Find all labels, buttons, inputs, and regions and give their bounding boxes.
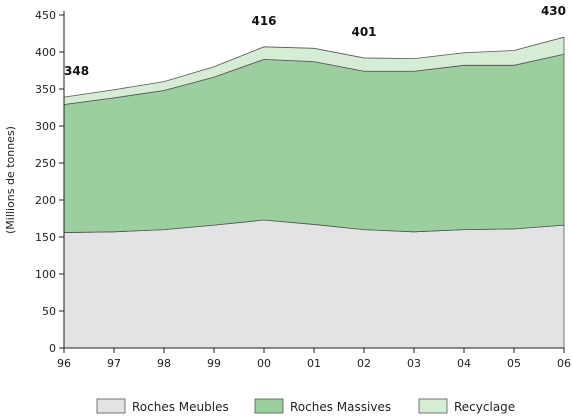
x-tick-label-5: 01	[307, 357, 321, 370]
area-series-0	[63, 219, 565, 349]
x-tick-label-8: 04	[457, 357, 471, 370]
y-tick-label-2: 100	[35, 268, 56, 281]
y-tick-label-5: 250	[35, 157, 56, 170]
y-tick-label-0: 0	[49, 342, 56, 355]
legend-swatch-1	[254, 398, 284, 414]
x-tick-label-0: 96	[57, 357, 71, 370]
x-axis-ticks: 96 97 98 99 00 01 02 03 04 05 06	[57, 348, 571, 370]
legend-swatch-2	[418, 398, 448, 414]
annotations: 348 416 401 430	[64, 4, 566, 78]
y-tick-label-8: 400	[35, 46, 56, 59]
legend-swatch-0	[96, 398, 126, 414]
legend-label-0: Roches Meubles	[132, 400, 229, 414]
area-layers	[63, 36, 565, 349]
y-tick-label-4: 200	[35, 194, 56, 207]
legend: Roches Meubles Roches Massives Recyclage	[96, 398, 515, 414]
annotation-3: 430	[541, 4, 566, 18]
x-tick-label-7: 03	[407, 357, 421, 370]
y-tick-label-7: 350	[35, 83, 56, 96]
annotation-0: 348	[64, 64, 89, 78]
y-tick-label-1: 50	[42, 305, 56, 318]
x-tick-label-6: 02	[357, 357, 371, 370]
x-tick-label-10: 06	[557, 357, 571, 370]
annotation-2: 401	[351, 25, 376, 39]
y-tick-label-3: 150	[35, 231, 56, 244]
y-axis-label: (Millions de tonnes)	[4, 126, 17, 234]
x-tick-label-3: 99	[207, 357, 221, 370]
x-tick-label-1: 97	[107, 357, 121, 370]
y-axis-ticks: 0 50 100 150 200 250 300 350 400 450	[35, 9, 64, 355]
x-tick-label-9: 05	[507, 357, 521, 370]
annotation-1: 416	[251, 14, 276, 28]
area-series-1	[63, 53, 565, 233]
y-tick-label-6: 300	[35, 120, 56, 133]
area-series-2	[63, 36, 565, 105]
legend-label-2: Recyclage	[454, 400, 515, 414]
x-tick-label-4: 00	[257, 357, 271, 370]
x-tick-label-2: 98	[157, 357, 171, 370]
legend-label-1: Roches Massives	[290, 400, 391, 414]
y-tick-label-9: 450	[35, 9, 56, 22]
